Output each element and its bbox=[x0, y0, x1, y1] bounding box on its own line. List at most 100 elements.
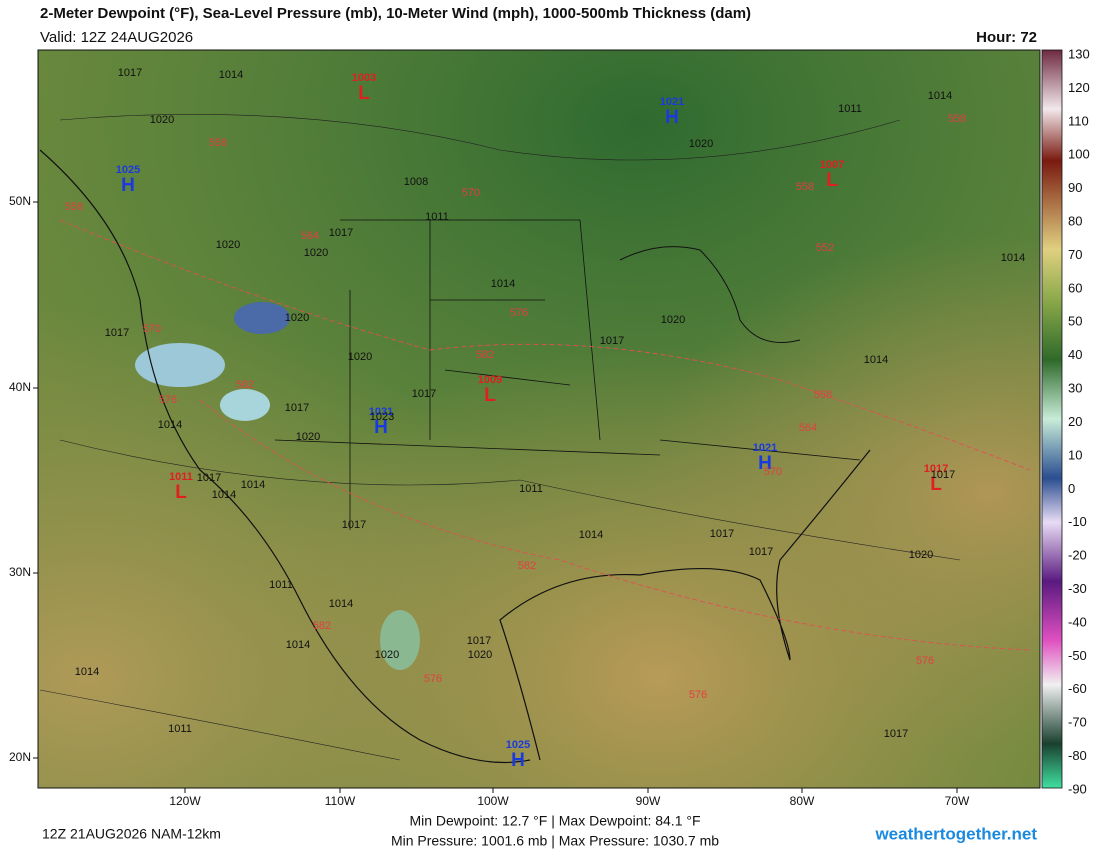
thickness-label: 558 bbox=[209, 137, 227, 149]
thickness-label: 564 bbox=[799, 422, 817, 434]
isobar-label: 1011 bbox=[838, 103, 862, 115]
center-pressure: 1011 bbox=[169, 471, 193, 483]
thickness-label: 582 bbox=[313, 620, 331, 632]
isobar-label: 1011 bbox=[168, 723, 192, 735]
forecast-hour: Hour: 72 bbox=[976, 29, 1037, 46]
isobar-label: 1020 bbox=[304, 247, 328, 259]
isobar-label: 1014 bbox=[864, 354, 888, 366]
center-pressure: 1009 bbox=[478, 374, 502, 386]
center-letter: L bbox=[175, 482, 187, 503]
center-pressure: 1025 bbox=[116, 164, 140, 176]
thickness-label: 552 bbox=[816, 242, 834, 254]
isobar-label: 1020 bbox=[909, 549, 933, 561]
isobar-label: 1014 bbox=[928, 90, 952, 102]
isobar-label: 1020 bbox=[375, 649, 399, 661]
center-letter: H bbox=[121, 175, 135, 196]
thickness-label: 576 bbox=[510, 307, 528, 319]
colorbar-label: 130 bbox=[1068, 46, 1090, 61]
isobar-label: 1011 bbox=[269, 579, 293, 591]
colorbar-label: -40 bbox=[1068, 614, 1087, 629]
center-letter: L bbox=[484, 385, 496, 406]
center-pressure: 1031 bbox=[369, 406, 393, 418]
isobar-label: 1020 bbox=[216, 239, 240, 251]
thickness-label: 576 bbox=[916, 655, 934, 667]
thickness-label: 576 bbox=[159, 394, 177, 406]
colorbar-label: -10 bbox=[1068, 514, 1087, 529]
isobar-label: 1020 bbox=[661, 314, 685, 326]
isobar-label: 1017 bbox=[467, 635, 491, 647]
center-letter: H bbox=[665, 107, 679, 128]
isobar-label: 1020 bbox=[296, 431, 320, 443]
thickness-label: 570 bbox=[143, 323, 161, 335]
lat-label: 50N bbox=[9, 194, 31, 208]
isobar-label: 1020 bbox=[285, 312, 309, 324]
thickness-label: 558 bbox=[814, 389, 832, 401]
thickness-label: 570 bbox=[764, 466, 782, 478]
model-run: 12Z 21AUG2026 NAM-12km bbox=[42, 826, 221, 842]
isobar-label: 1017 bbox=[931, 469, 955, 481]
colorbar-label: 120 bbox=[1068, 80, 1090, 95]
map-area bbox=[38, 50, 1040, 788]
colorbar-label: 60 bbox=[1068, 280, 1082, 295]
isobar-label: 1020 bbox=[348, 351, 372, 363]
brand: weathertogether.net bbox=[874, 824, 1037, 843]
isobar-label: 1020 bbox=[150, 114, 174, 126]
center-pressure: 1003 bbox=[352, 72, 376, 84]
colorbar-label: 50 bbox=[1068, 314, 1082, 329]
center-pressure: 1017 bbox=[924, 463, 948, 475]
colorbar-label: -80 bbox=[1068, 748, 1087, 763]
colorbar-label: 0 bbox=[1068, 481, 1075, 496]
colorbar-label: 10 bbox=[1068, 447, 1082, 462]
isobar-label: 1020 bbox=[689, 138, 713, 150]
isobar-label: 1017 bbox=[285, 402, 309, 414]
lon-label: 110W bbox=[325, 794, 356, 808]
isobar-label: 1020 bbox=[468, 649, 492, 661]
center-pressure: 1025 bbox=[506, 739, 530, 751]
center-letter: H bbox=[374, 417, 388, 438]
colorbar-label: 90 bbox=[1068, 180, 1082, 195]
isobar-label: 1014 bbox=[286, 639, 310, 651]
colorbar-label: 70 bbox=[1068, 247, 1082, 262]
lon-label: 70W bbox=[945, 794, 970, 808]
dewpoint-range: Min Dewpoint: 12.7 °F | Max Dewpoint: 84… bbox=[409, 813, 700, 829]
thickness-label: 576 bbox=[689, 689, 707, 701]
center-pressure: 1007 bbox=[820, 159, 844, 171]
isobar-label: 1017 bbox=[329, 227, 353, 239]
center-pressure: 1021 bbox=[660, 96, 684, 108]
isobar-label: 1014 bbox=[75, 666, 99, 678]
isobar-label: 1014 bbox=[241, 479, 265, 491]
isobar-label: 1023 bbox=[370, 411, 394, 423]
lat-label: 40N bbox=[9, 380, 31, 394]
thickness-label: 582 bbox=[236, 379, 254, 391]
isobar-label: 1008 bbox=[404, 176, 428, 188]
thickness-label: 582 bbox=[518, 560, 536, 572]
isobar-label: 1014 bbox=[579, 529, 603, 541]
lon-label: 90W bbox=[636, 794, 661, 808]
isobar-label: 1011 bbox=[425, 211, 449, 223]
colorbar-label: 30 bbox=[1068, 381, 1082, 396]
isobar-label: 1017 bbox=[749, 546, 773, 558]
isobar-label: 1017 bbox=[710, 528, 734, 540]
thickness-label: 558 bbox=[65, 201, 83, 213]
isobar-label: 1014 bbox=[219, 69, 243, 81]
lon-label: 120W bbox=[169, 794, 201, 808]
isobar-label: 1017 bbox=[342, 519, 366, 531]
thickness-label: 558 bbox=[796, 181, 814, 193]
isobar-label: 1014 bbox=[212, 489, 236, 501]
center-letter: L bbox=[358, 83, 370, 104]
title: 2-Meter Dewpoint (°F), Sea-Level Pressur… bbox=[40, 5, 751, 22]
thickness-label: 564 bbox=[301, 230, 319, 242]
center-letter: L bbox=[930, 474, 942, 495]
thickness-label: 582 bbox=[476, 349, 494, 361]
center-letter: H bbox=[758, 453, 772, 474]
colorbar-label: -30 bbox=[1068, 581, 1087, 596]
center-letter: H bbox=[511, 750, 525, 771]
isobar-label: 1017 bbox=[412, 388, 436, 400]
lat-label: 30N bbox=[9, 565, 31, 579]
isobar-label: 1017 bbox=[105, 327, 129, 339]
thickness-label: 558 bbox=[948, 113, 966, 125]
isobar-label: 1017 bbox=[197, 472, 221, 484]
map-frame bbox=[37, 49, 1041, 789]
colorbar-label: 40 bbox=[1068, 347, 1082, 362]
